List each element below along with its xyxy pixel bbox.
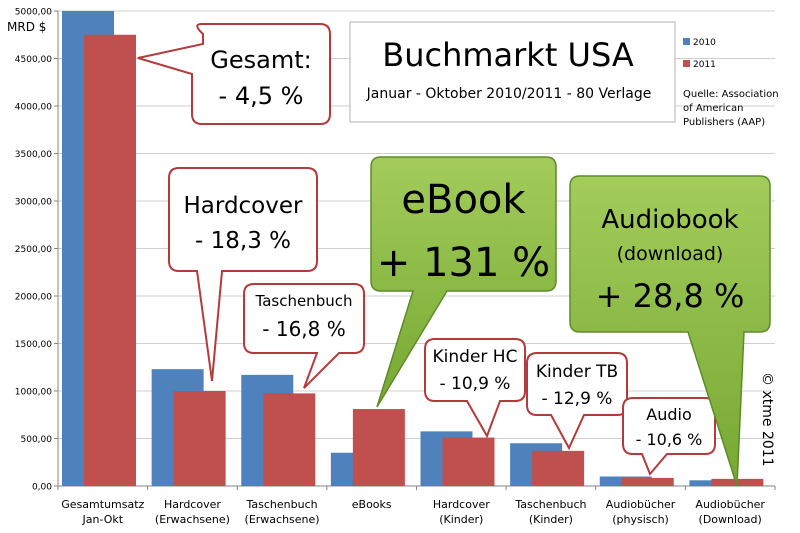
callout-2: Taschenbuch - 16,8 % <box>243 283 365 389</box>
callout-text: (download) <box>617 243 724 265</box>
callout-bubble <box>526 352 628 451</box>
callout-text: Gesamt: <box>210 46 311 74</box>
bar-2011-4 <box>442 437 495 486</box>
source-note-line-2: of American <box>683 103 743 114</box>
y-tick-label: 3000,00 <box>15 198 52 208</box>
copyright: © xtme 2011 <box>759 372 775 467</box>
source-note: Quelle: Association of American Publishe… <box>683 89 779 128</box>
x-tick-label: (Erwachsene) <box>155 513 230 526</box>
y-tick-label: 5000,00 <box>15 8 52 18</box>
callout-0: Gesamt: - 4,5 % <box>137 23 331 125</box>
y-tick-label: 4000,00 <box>15 103 52 113</box>
bar-2011-6 <box>621 477 674 486</box>
legend: 2010 2011 <box>683 38 716 70</box>
source-note-line-3: Publishers (AAP) <box>683 117 765 128</box>
bar-2011-0 <box>84 34 136 486</box>
x-tick-label: Taschenbuch <box>246 498 318 511</box>
callout-bubble <box>370 156 557 408</box>
source-note-line-1: Quelle: Association <box>683 89 779 100</box>
y-axis-label: MRD $ <box>7 20 46 34</box>
callouts: Gesamt: - 4,5 % Hardcover - 18,3 % Taschenbu… <box>137 23 771 487</box>
x-tick-label: (physisch) <box>612 513 669 526</box>
callout-5: Kinder TB - 12,9 % <box>526 352 628 451</box>
callout-bubble <box>243 283 365 389</box>
legend-label-2011: 2011 <box>693 60 716 70</box>
callout-text: Taschenbuch <box>255 292 353 310</box>
callout-4: Kinder HC - 10,9 % <box>424 338 526 439</box>
x-tick-label: eBooks <box>352 498 392 511</box>
x-tick-label: (Download) <box>699 513 762 526</box>
y-tick-label: 3500,00 <box>15 150 52 160</box>
callout-text: eBook <box>401 177 526 223</box>
callout-text: Hardcover <box>184 193 304 219</box>
bar-2011-1 <box>173 391 226 486</box>
x-tick-label: Jan-Okt <box>82 513 124 526</box>
bar-2011-5 <box>532 450 585 486</box>
title-box: Buchmarkt USA Januar - Oktober 2010/2011… <box>349 21 676 123</box>
x-tick-labels: Gesamtumsatz Jan-Okt Hardcover (Erwachsene)… <box>61 498 765 526</box>
callout-text: - 4,5 % <box>219 82 304 110</box>
x-tick-label: Taschenbuch <box>514 498 586 511</box>
callout-text: - 10,6 % <box>636 430 703 449</box>
y-tick-label: 2500,00 <box>15 245 52 255</box>
callout-bubble <box>168 167 318 382</box>
callout-bubble <box>137 23 331 125</box>
bar-2011-2 <box>263 393 316 486</box>
x-tick-label: Audiobücher <box>606 498 676 511</box>
chart-title: Buchmarkt USA <box>382 36 634 74</box>
callout-text: Kinder HC <box>433 347 518 367</box>
callout-1: Hardcover - 18,3 % <box>168 167 318 382</box>
callout-text: Kinder TB <box>536 362 618 382</box>
callout-7: Audiobook (download) + 28,8 % <box>569 175 771 487</box>
y-tick-labels: 0,00 500,00 1000,00 1500,00 2000,00 2500,00 30… <box>15 8 52 493</box>
callout-text: - 12,9 % <box>542 389 613 409</box>
y-tick-label: 500,00 <box>21 435 53 445</box>
x-tick-label: (Kinder) <box>529 513 573 526</box>
callout-text: Audiobook <box>601 205 738 235</box>
legend-label-2010: 2010 <box>693 38 716 48</box>
x-tick-label: (Kinder) <box>439 513 483 526</box>
legend-swatch-2010 <box>683 38 690 45</box>
y-tick-label: 0,00 <box>32 483 52 493</box>
y-tick-label: 2000,00 <box>15 293 52 303</box>
x-tick-label: Hardcover <box>164 498 221 511</box>
x-tick-label: (Erwachsene) <box>245 513 320 526</box>
x-tick-label: Hardcover <box>433 498 490 511</box>
legend-swatch-2011 <box>683 60 690 67</box>
y-tick-label: 1500,00 <box>15 340 52 350</box>
chart-subtitle: Januar - Oktober 2010/2011 - 80 Verlage <box>366 86 652 102</box>
x-tick-label: Audiobücher <box>695 498 765 511</box>
callout-text: - 10,9 % <box>440 374 511 394</box>
callout-text: Audio <box>646 405 691 424</box>
callout-3: eBook + 131 % <box>370 156 557 408</box>
callout-text: + 131 % <box>377 240 550 286</box>
callout-bubble <box>424 338 526 439</box>
callout-text: + 28,8 % <box>596 277 745 315</box>
callout-bubble <box>569 175 771 487</box>
callout-text: - 18,3 % <box>195 228 291 254</box>
y-tick-label: 4500,00 <box>15 55 52 65</box>
x-tick-label: Gesamtumsatz <box>61 498 144 511</box>
bar-2011-3 <box>352 409 405 486</box>
callout-6: Audio - 10,6 % <box>622 397 716 476</box>
y-tick-label: 1000,00 <box>15 388 52 398</box>
callout-text: - 16,8 % <box>262 317 345 341</box>
